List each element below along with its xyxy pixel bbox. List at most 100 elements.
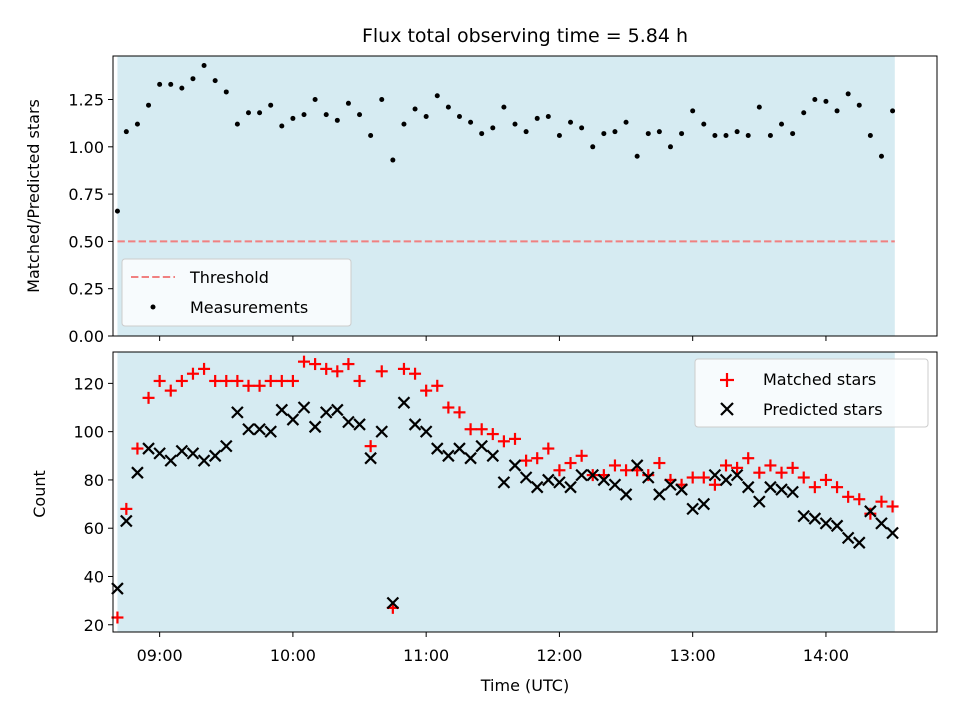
predicted-point xyxy=(697,497,711,511)
measurement-point xyxy=(845,91,851,97)
matched-point xyxy=(775,466,788,479)
matched-point xyxy=(520,454,533,467)
matched-point xyxy=(298,355,311,368)
measurement-point xyxy=(312,97,318,103)
y-tick-label: 40 xyxy=(84,567,104,586)
y-tick-label: 20 xyxy=(84,616,104,635)
measurement-point xyxy=(257,110,263,116)
predicted-point xyxy=(242,422,255,436)
measurement-point xyxy=(146,102,152,108)
matched-point xyxy=(486,428,499,441)
measurement-point xyxy=(679,131,685,137)
measurement-point xyxy=(745,132,751,138)
predicted-point xyxy=(630,459,644,472)
measurement-point xyxy=(601,131,607,137)
counts-axes-frame xyxy=(112,351,938,633)
measurement-point xyxy=(134,121,140,127)
counts-legend-box xyxy=(694,358,929,428)
measurement-point xyxy=(723,132,729,138)
matched-point xyxy=(808,481,821,494)
predicted-point xyxy=(542,473,555,487)
matched-point xyxy=(264,374,277,387)
matched-point xyxy=(831,481,844,494)
measurement-point xyxy=(168,81,174,87)
y-tick-label: 120 xyxy=(73,374,104,393)
predicted-point xyxy=(519,471,533,484)
measurement-point xyxy=(323,112,329,118)
matched-point xyxy=(186,367,199,380)
y-tick-label: 60 xyxy=(84,519,104,538)
measurement-point xyxy=(345,100,351,106)
matched-point xyxy=(253,379,266,392)
predicted-point xyxy=(764,480,777,494)
matched-point xyxy=(286,374,299,387)
matched-point xyxy=(875,495,888,508)
predicted-stars-series xyxy=(111,396,899,610)
matched-point xyxy=(553,464,566,477)
matched-point xyxy=(309,358,322,371)
measurement-point xyxy=(812,97,818,103)
measurement-point xyxy=(190,76,196,82)
matched-point xyxy=(642,469,655,482)
y-tick-label: 1.25 xyxy=(68,91,104,110)
predicted-point xyxy=(153,447,166,460)
predicted-point xyxy=(475,439,488,453)
predicted-point xyxy=(497,476,511,489)
predicted-point xyxy=(753,495,766,508)
measurement-point xyxy=(279,123,285,129)
predicted-point xyxy=(430,442,444,455)
predicted-point xyxy=(464,451,477,465)
measurement-point xyxy=(523,129,529,135)
matched-point xyxy=(442,401,455,414)
measurement-point xyxy=(756,104,762,110)
measurement-point xyxy=(245,110,251,116)
predicted-point xyxy=(775,483,788,496)
predicted-point xyxy=(286,413,300,426)
measurement-point xyxy=(334,117,340,123)
predicted-point xyxy=(730,468,744,482)
predicted-point xyxy=(741,480,755,494)
matched-point xyxy=(475,423,488,436)
matched-point xyxy=(397,362,410,375)
predicted-point xyxy=(142,442,155,455)
matched-point xyxy=(575,449,588,462)
predicted-point xyxy=(308,420,322,434)
matched-point xyxy=(853,493,866,506)
measurement-point xyxy=(579,125,585,131)
matched-point xyxy=(353,374,366,387)
x-axis-title: Time (UTC) xyxy=(480,676,569,695)
ratio-legend-box xyxy=(121,258,352,327)
x-tick-label: 13:00 xyxy=(670,646,716,665)
predicted-point xyxy=(175,444,189,458)
matched-point xyxy=(497,435,510,448)
matched-point xyxy=(608,459,621,472)
measurement-point xyxy=(456,114,462,120)
counts-x-ticks: 09:00 10:00 11:00 12:00 13:00 14:00 xyxy=(137,632,849,665)
measurement-point xyxy=(157,81,163,87)
measurement-point xyxy=(368,132,374,138)
matched-point xyxy=(453,406,466,419)
counts-y-ticks: 20 40 60 80 100 120 xyxy=(73,374,113,635)
matched-point xyxy=(620,464,633,477)
x-tick-label: 09:00 xyxy=(137,646,183,665)
matched-point xyxy=(786,461,799,474)
predicted-point xyxy=(453,442,466,455)
predicted-point xyxy=(297,401,311,414)
y-tick-label: 0.50 xyxy=(68,232,104,251)
predicted-point xyxy=(619,488,633,501)
predicted-point xyxy=(219,439,233,453)
matched-point xyxy=(797,471,810,484)
measurement-point xyxy=(867,132,873,138)
measurement-point xyxy=(468,119,474,125)
matched-point xyxy=(731,461,744,474)
measurement-point xyxy=(712,132,718,138)
measurement-point xyxy=(423,114,429,120)
predicted-point xyxy=(841,531,855,545)
measurements-series xyxy=(114,62,896,214)
predicted-point xyxy=(486,449,500,463)
ratio-y-ticks: 0.00 0.25 0.50 0.75 1.00 1.25 xyxy=(68,91,113,346)
measurement-point xyxy=(701,121,707,127)
ratio-axes-frame xyxy=(112,55,938,337)
measurement-point xyxy=(656,129,662,135)
